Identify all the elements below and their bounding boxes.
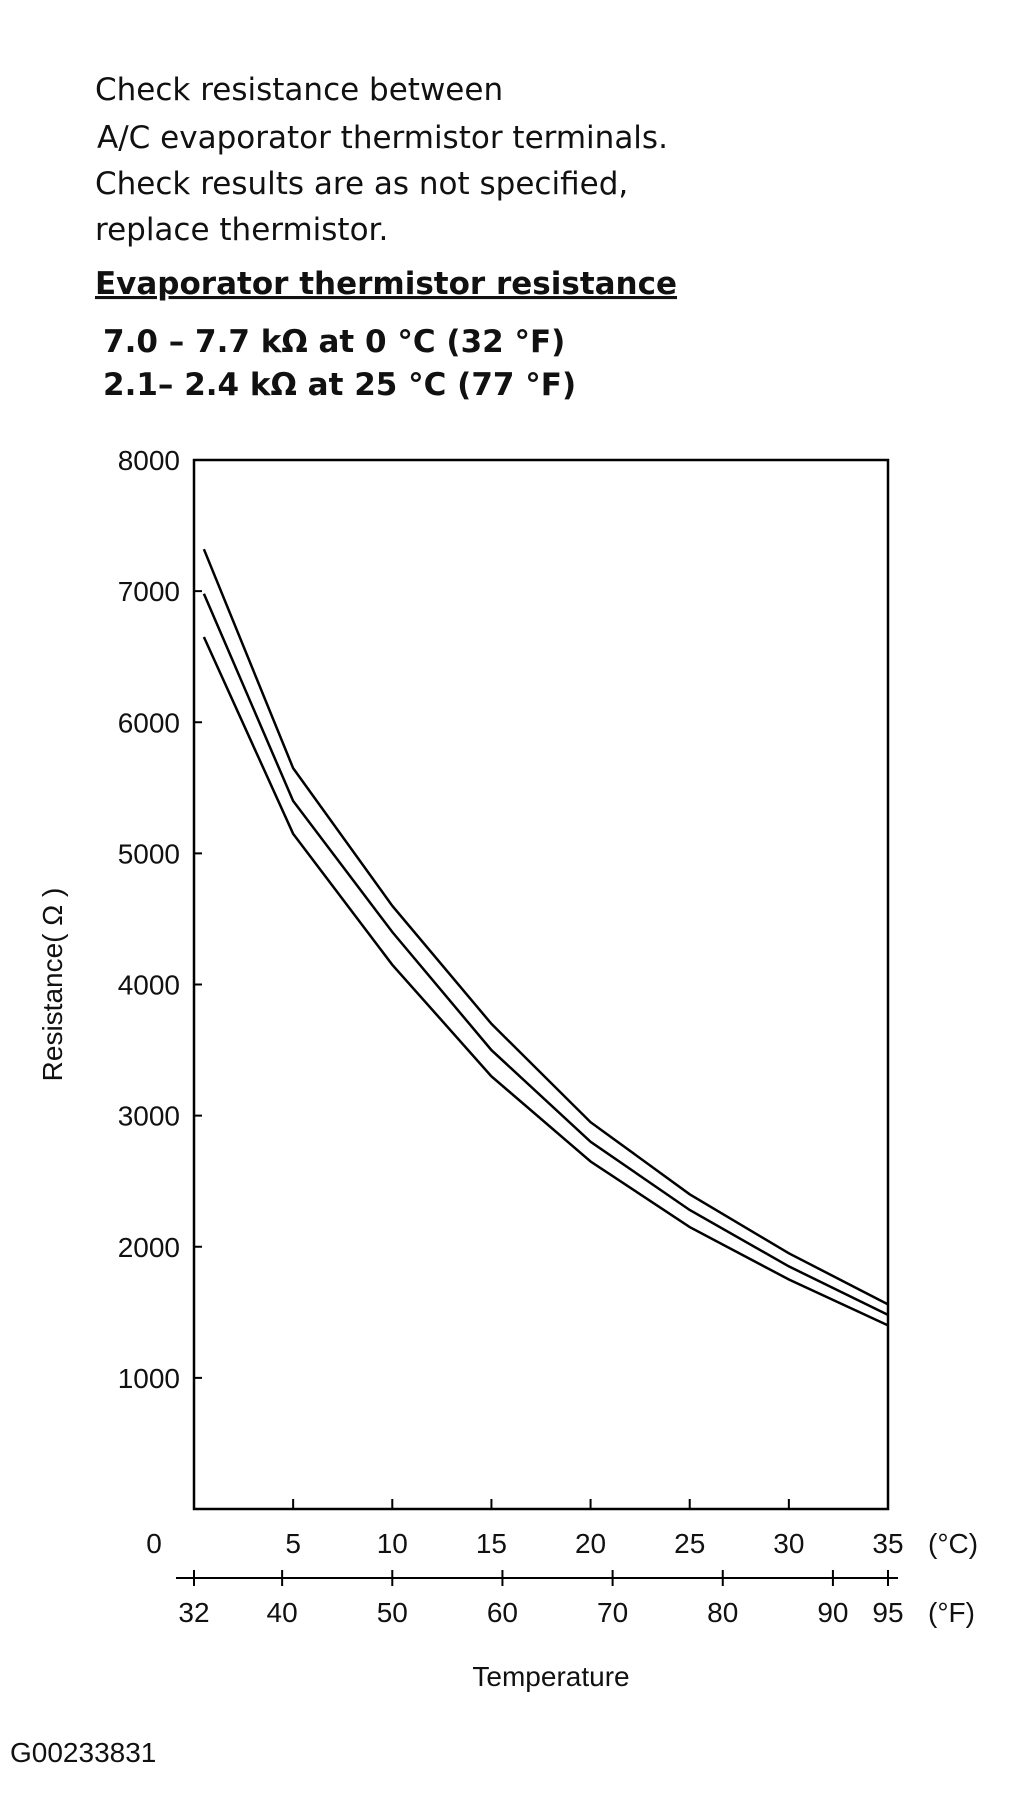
spec: 2.1– 2.4 kΩ at 25 °C (77 °F) (103, 367, 576, 403)
x-tick-label: 0 (146, 1528, 162, 1559)
y-tick-label: 1000 (118, 1363, 180, 1394)
series-line (202, 593, 889, 1317)
x-tick-label: 15 (476, 1528, 507, 1559)
x-tick-label: 20 (575, 1528, 606, 1559)
x-unit: (°C) (928, 1528, 978, 1559)
x-axis-label: Temperature (472, 1661, 629, 1692)
y-tick-label: 2000 (118, 1232, 180, 1263)
series-line (202, 636, 889, 1327)
x-tick-label: 5 (285, 1528, 301, 1559)
x2-tick-label: 60 (487, 1597, 518, 1628)
spec: 7.0 – 7.7 kΩ at 0 °C (32 °F) (103, 324, 565, 360)
x2-tick-label: 95 (872, 1597, 903, 1628)
y-tick-label: 6000 (118, 707, 180, 738)
instruction: Check resistance between (95, 72, 503, 108)
x-tick-label: 30 (773, 1528, 804, 1559)
y-axis-label: Resistance( Ω ) (37, 888, 68, 1082)
x2-tick-label: 80 (707, 1597, 738, 1628)
y-tick-label: 3000 (118, 1101, 180, 1132)
x-tick-label: 10 (377, 1528, 408, 1559)
x2-tick-label: 32 (178, 1597, 209, 1628)
x2-tick-label: 90 (817, 1597, 848, 1628)
instruction: Check results are as not specified, (95, 166, 628, 202)
x2-unit: (°F) (928, 1597, 975, 1628)
x2-tick-label: 50 (377, 1597, 408, 1628)
series-line (202, 548, 889, 1306)
y-tick-label: 4000 (118, 970, 180, 1001)
instruction: A/C evaporator thermistor terminals. (97, 120, 668, 156)
x2-tick-label: 70 (597, 1597, 628, 1628)
x-tick-label: 25 (674, 1528, 705, 1559)
x-tick-label: 35 (872, 1528, 903, 1559)
y-tick-label: 5000 (118, 838, 180, 869)
instruction: replace thermistor. (95, 212, 388, 248)
plot-frame (192, 458, 890, 1511)
footer: G00233831 (10, 1737, 156, 1768)
y-tick-label: 7000 (118, 576, 180, 607)
x2-tick-label: 40 (267, 1597, 298, 1628)
heading: Evaporator thermistor resistance (95, 266, 677, 302)
y-tick-label: 8000 (118, 445, 180, 476)
